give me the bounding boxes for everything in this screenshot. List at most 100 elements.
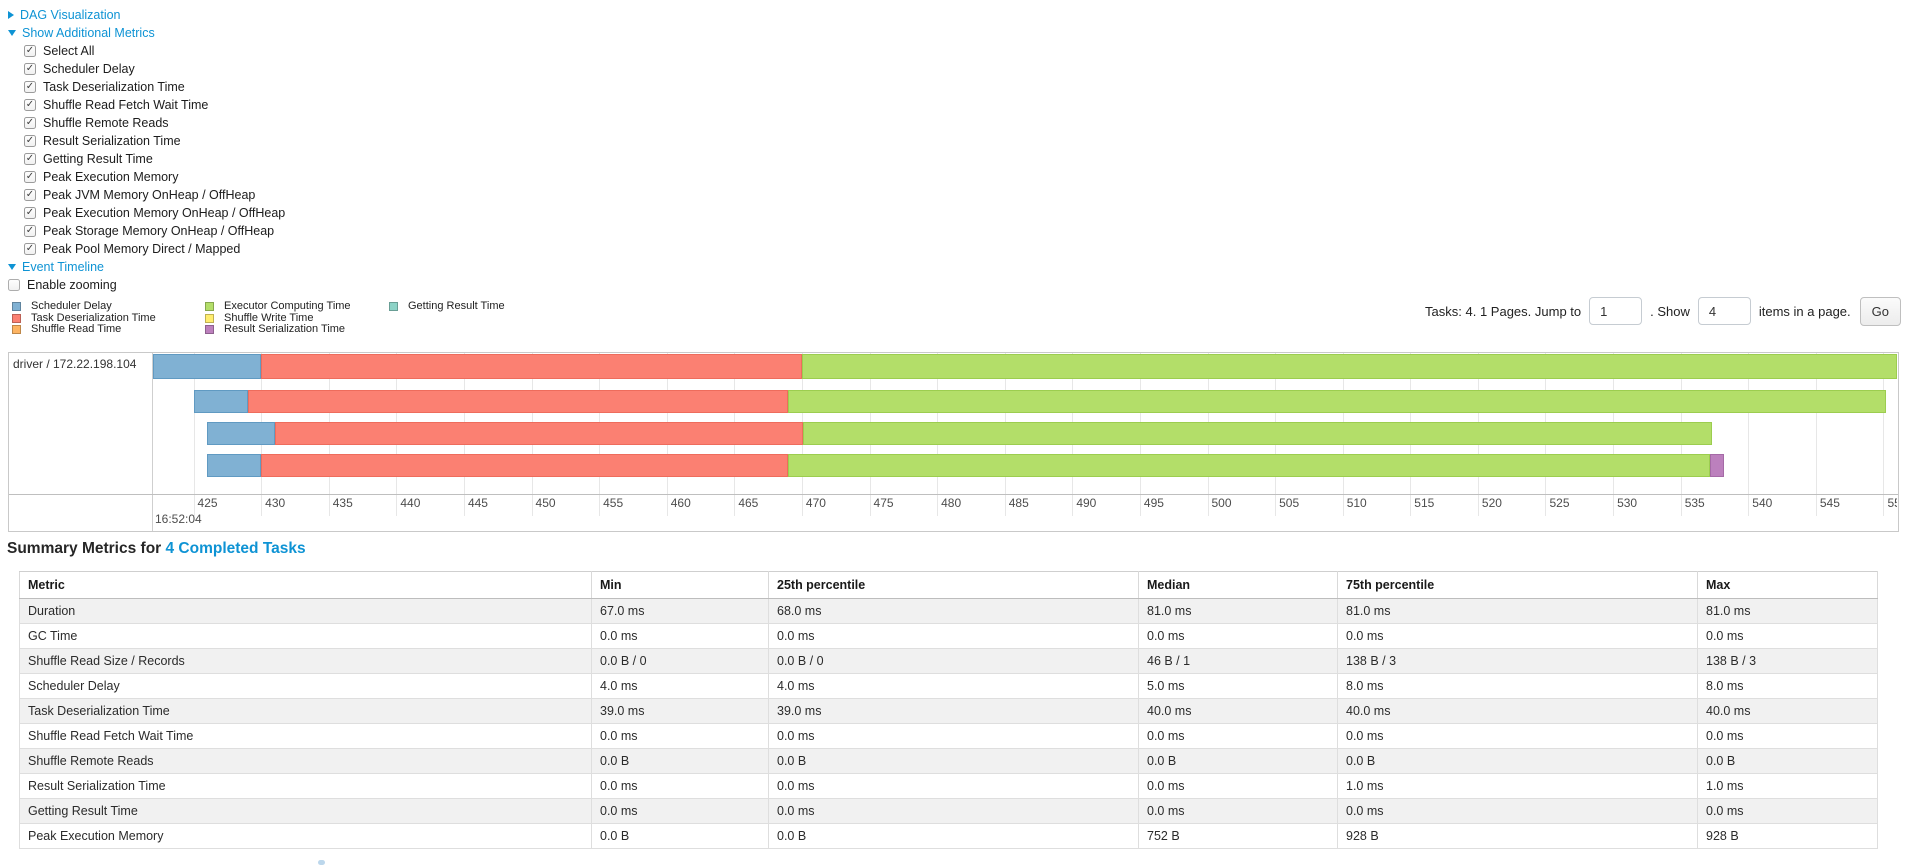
task-segment-scheduler-delay[interactable] <box>207 454 262 477</box>
axis-gridline <box>193 353 195 516</box>
checkbox-enable-zooming[interactable]: ✓ Enable zooming <box>8 276 285 294</box>
checkbox-shuffle-remote-reads[interactable]: ✓ Shuffle Remote Reads <box>8 114 285 132</box>
metric-value-cell: 40.0 ms <box>1138 698 1338 724</box>
metric-row-task-deserialization-time: Task Deserialization Time 39.0 ms 39.0 ms 4… <box>19 698 1878 724</box>
metrics-header-25th-percentile: 25th percentile <box>768 571 1139 599</box>
metric-value-cell: 0.0 ms <box>1697 723 1878 749</box>
task-segment-executor-computing[interactable] <box>801 354 1897 379</box>
checkbox-peak-pool-memory-direct-mapped[interactable]: ✓ Peak Pool Memory Direct / Mapped <box>8 240 285 258</box>
checked-checkbox-icon[interactable]: ✓ <box>24 207 36 219</box>
toggle-dag-visualization[interactable]: DAG Visualization <box>8 6 285 24</box>
checkbox-result-serialization-time[interactable]: ✓ Result Serialization Time <box>8 132 285 150</box>
checkbox-label: Peak JVM Memory OnHeap / OffHeap <box>43 188 256 202</box>
axis-tick-label: 500 <box>1211 496 1232 510</box>
metric-row-result-serialization-time: Result Serialization Time 0.0 ms 0.0 ms 0.0… <box>19 773 1878 799</box>
task-segment-executor-computing[interactable] <box>788 454 1711 477</box>
task-segment-result-serialization[interactable] <box>1710 454 1724 477</box>
axis-major-time-label: 16:52:04 <box>155 512 202 526</box>
checked-checkbox-icon[interactable]: ✓ <box>24 189 36 201</box>
checked-checkbox-icon[interactable]: ✓ <box>24 45 36 57</box>
checkbox-scheduler-delay[interactable]: ✓ Scheduler Delay <box>8 60 285 78</box>
checkbox-label: Select All <box>43 44 95 58</box>
toggle-show-additional-metrics[interactable]: Show Additional Metrics <box>8 24 285 42</box>
checkbox-shuffle-read-fetch-wait-time[interactable]: ✓ Shuffle Read Fetch Wait Time <box>8 96 285 114</box>
checkbox-peak-execution-memory-onheap-offheap[interactable]: ✓ Peak Execution Memory OnHeap / OffHeap <box>8 204 285 222</box>
metric-name-cell: Shuffle Read Fetch Wait Time <box>19 723 592 749</box>
event-timeline-chart: driver / 172.22.198.104 425 430 435 440 445 4… <box>8 352 1899 532</box>
task-segment-executor-computing[interactable] <box>803 422 1712 445</box>
tasks-count-text: Tasks: 4. 1 Pages. Jump to <box>1425 303 1582 319</box>
checked-checkbox-icon[interactable]: ✓ <box>24 99 36 111</box>
metric-name-cell: GC Time <box>19 623 592 649</box>
checked-checkbox-icon[interactable]: ✓ <box>24 153 36 165</box>
timeline-label-divider <box>152 353 153 531</box>
task-segment-scheduler-delay[interactable] <box>193 390 248 413</box>
legend-swatch <box>205 313 214 323</box>
axis-tick-label: 505 <box>1279 496 1300 510</box>
checkbox-label: Task Deserialization Time <box>43 80 185 94</box>
checked-checkbox-icon[interactable]: ✓ <box>24 117 36 129</box>
timeline-axis: 425 430 435 440 445 450 455 460 465 470 475 480 485 4… <box>153 494 1897 531</box>
metric-value-cell: 0.0 ms <box>591 723 769 749</box>
checkbox-peak-storage-memory-onheap-offheap[interactable]: ✓ Peak Storage Memory OnHeap / OffHeap <box>8 222 285 240</box>
checkbox-label: Shuffle Remote Reads <box>43 116 169 130</box>
toggle-event-timeline[interactable]: Event Timeline <box>8 258 285 276</box>
checkbox-task-deserialization-time[interactable]: ✓ Task Deserialization Time <box>8 78 285 96</box>
task-segment-task-deserialization[interactable] <box>247 390 789 413</box>
axis-tick-label: 530 <box>1617 496 1638 510</box>
metric-value-cell: 0.0 B <box>591 823 769 849</box>
metric-value-cell: 0.0 ms <box>1697 798 1878 824</box>
completed-tasks-link[interactable]: 4 Completed Tasks <box>165 540 306 557</box>
legend-label: Result Serialization Time <box>224 323 346 336</box>
task-segment-task-deserialization[interactable] <box>261 454 789 477</box>
metric-value-cell: 138 B / 3 <box>1337 648 1698 674</box>
legend-label: Executor Computing Time <box>224 300 351 312</box>
checked-checkbox-icon[interactable]: ✓ <box>24 81 36 93</box>
metric-value-cell: 1.0 ms <box>1697 773 1878 799</box>
metric-value-cell: 39.0 ms <box>768 698 1139 724</box>
checkbox-select-all[interactable]: ✓ Select All <box>8 42 285 60</box>
metric-row-scheduler-delay: Scheduler Delay 4.0 ms 4.0 ms 5.0 ms 8.0 ms 8… <box>19 673 1878 699</box>
legend-label: Task Deserialization Time <box>31 311 156 324</box>
checked-checkbox-icon[interactable]: ✓ <box>24 135 36 147</box>
metric-value-cell: 8.0 ms <box>1697 673 1878 699</box>
checked-checkbox-icon[interactable]: ✓ <box>24 225 36 237</box>
page-size-input[interactable] <box>1697 297 1751 325</box>
metric-name-cell: Getting Result Time <box>19 798 592 824</box>
axis-gridline <box>1883 353 1885 516</box>
metric-value-cell: 0.0 ms <box>591 798 769 824</box>
metric-value-cell: 0.0 B <box>768 748 1139 774</box>
task-segment-task-deserialization[interactable] <box>261 354 802 379</box>
timeline-plot-area <box>153 353 1897 494</box>
metrics-header-75th-percentile: 75th percentile <box>1337 571 1698 599</box>
metric-value-cell: 81.0 ms <box>1337 598 1698 624</box>
metric-value-cell: 81.0 ms <box>1697 598 1878 624</box>
checkbox-label: Scheduler Delay <box>43 62 135 76</box>
checkbox-peak-jvm-memory-onheap-offheap[interactable]: ✓ Peak JVM Memory OnHeap / OffHeap <box>8 186 285 204</box>
metric-value-cell: 0.0 B <box>768 823 1139 849</box>
axis-tick-label: 455 <box>603 496 624 510</box>
go-button[interactable]: Go <box>1859 296 1901 326</box>
checked-checkbox-icon[interactable]: ✓ <box>24 63 36 75</box>
axis-tick-label: 540 <box>1752 496 1773 510</box>
unchecked-checkbox-icon[interactable]: ✓ <box>8 279 20 291</box>
metric-value-cell: 0.0 ms <box>1697 623 1878 649</box>
metric-value-cell: 0.0 ms <box>1138 623 1338 649</box>
checked-checkbox-icon[interactable]: ✓ <box>24 243 36 255</box>
task-segment-executor-computing[interactable] <box>788 390 1887 413</box>
axis-tick-label: 425 <box>197 496 218 510</box>
task-segment-scheduler-delay[interactable] <box>153 354 262 379</box>
checkbox-peak-execution-memory[interactable]: ✓ Peak Execution Memory <box>8 168 285 186</box>
task-segment-scheduler-delay[interactable] <box>207 422 275 445</box>
checkbox-getting-result-time[interactable]: ✓ Getting Result Time <box>8 150 285 168</box>
axis-tick-label: 490 <box>1076 496 1097 510</box>
checked-checkbox-icon[interactable]: ✓ <box>24 171 36 183</box>
metric-value-cell: 0.0 ms <box>768 723 1139 749</box>
jump-to-page-input[interactable] <box>1589 297 1643 325</box>
axis-tick-label: 525 <box>1549 496 1570 510</box>
axis-tick-label: 470 <box>805 496 826 510</box>
metric-name-cell: Peak Execution Memory <box>19 823 592 849</box>
task-segment-task-deserialization[interactable] <box>274 422 804 445</box>
items-per-page-label: items in a page. <box>1758 303 1851 319</box>
